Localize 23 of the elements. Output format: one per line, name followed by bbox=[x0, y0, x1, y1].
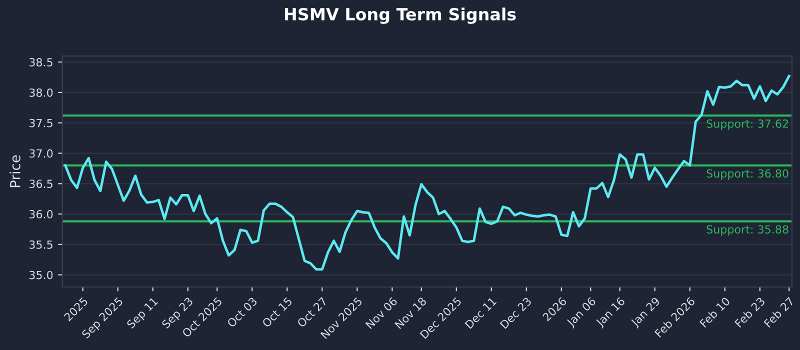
y-tick-label: 38.0 bbox=[29, 88, 53, 97]
x-tick-label: Oct 27 bbox=[296, 296, 328, 328]
ref-line-label: Support: 35.88 bbox=[706, 225, 788, 236]
y-tick-label: 36.0 bbox=[29, 210, 53, 218]
x-tick-label: Jan 29 bbox=[630, 296, 662, 329]
y-tick-label: 37.0 bbox=[29, 149, 53, 158]
x-tick-label: Dec 11 bbox=[464, 296, 497, 330]
y-tick-label: 37.5 bbox=[29, 118, 52, 128]
y-tick-label: 36.5 bbox=[29, 180, 52, 188]
x-tick-label: Feb 10 bbox=[699, 296, 730, 328]
y-tick-label: 35.5 bbox=[29, 240, 52, 249]
y-tick-label: 38.5 bbox=[29, 58, 52, 66]
x-tick-label: Oct 03 bbox=[226, 296, 258, 328]
x-tick-label: Feb 27 bbox=[763, 296, 794, 328]
x-tick-label: Sep 11 bbox=[126, 296, 160, 330]
y-axis-title: Price bbox=[10, 155, 20, 188]
ref-line-label: Support: 37.62 bbox=[706, 119, 788, 130]
x-tick-label: Oct 15 bbox=[262, 296, 293, 328]
x-tick-label: Dec 23 bbox=[500, 296, 532, 330]
ref-line-label: Support: 36.80 bbox=[706, 169, 788, 180]
chart-title: HSMV Long Term Signals bbox=[284, 8, 516, 24]
line-series bbox=[64, 74, 790, 271]
y-tick-label: 35.0 bbox=[29, 270, 53, 280]
